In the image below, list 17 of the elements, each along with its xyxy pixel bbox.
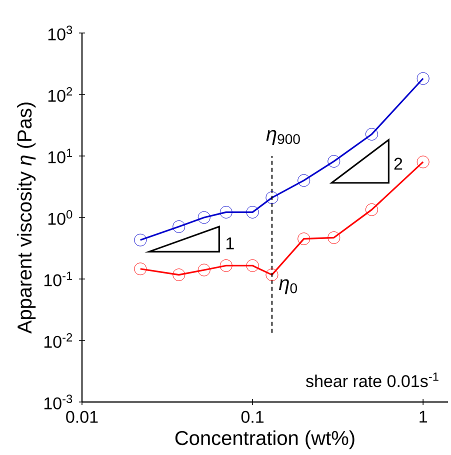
annotation: η$_{0}$ (278, 279, 297, 294)
y-axis-title: Apparent viscosity η (Pas) (16, 102, 36, 334)
annotation: 1 (226, 237, 234, 250)
annotation: η$_{900}$ (266, 130, 300, 145)
y-tick-label: 10$^{3}$ (48, 26, 72, 40)
y-tick-label: 10$^{1}$ (48, 148, 72, 164)
x-axis-title: Concentration (wt%) (175, 430, 354, 450)
annotation: shear rate 0.01s$^{-1}$ (306, 372, 438, 388)
y-tick-label: 10$^{-2}$ (44, 333, 72, 348)
y-tick-label: 10$^{0}$ (48, 210, 72, 225)
y-tick-label: 10$^{-3}$ (44, 394, 72, 410)
x-tick-label: 0.1 (241, 410, 264, 423)
y-tick-label: 10$^{2}$ (48, 87, 72, 102)
annotation: 2 (394, 158, 402, 170)
x-tick-label: 1 (420, 410, 427, 423)
y-tick-label: 10$^{-1}$ (44, 272, 72, 286)
x-tick-label: 0.01 (66, 410, 98, 423)
